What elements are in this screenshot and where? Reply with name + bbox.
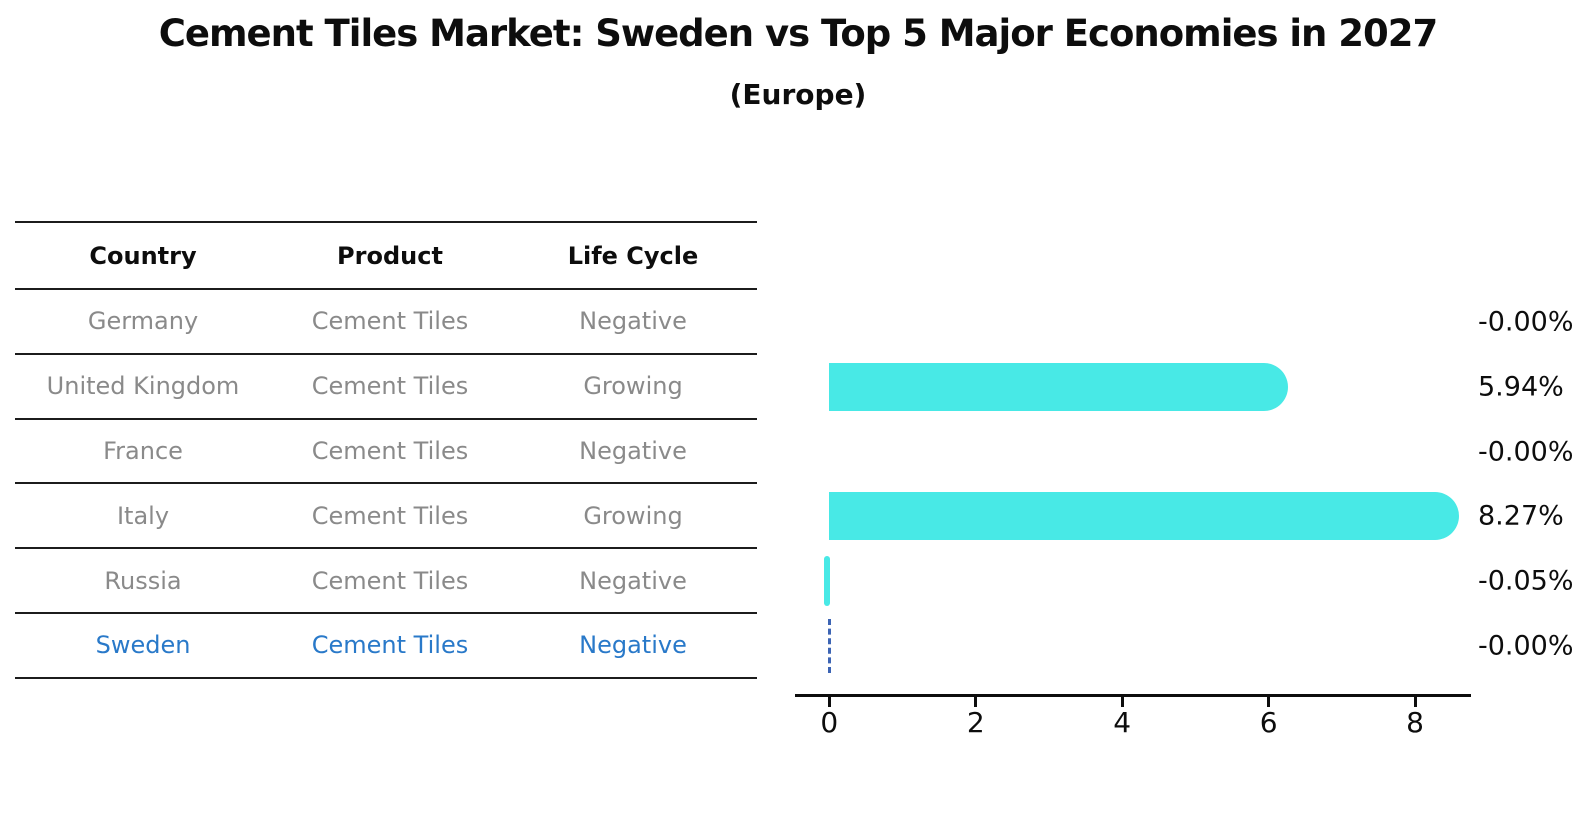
table-row: United Kingdom Cement Tiles Growing [15,355,757,420]
cell-country: Sweden [95,631,191,660]
value-label-russia: -0.05% [1478,565,1574,597]
cell-country: Germany [87,307,199,336]
value-label-united-kingdom: 5.94% [1478,371,1564,403]
table-row: Sweden Cement Tiles Negative [15,614,757,679]
table-header-row: Country Product Life Cycle [15,223,757,290]
cell-life-cycle: Growing [583,501,683,530]
x-axis-tick-label: 6 [1259,706,1278,739]
table-row: Germany Cement Tiles Negative [15,290,757,355]
table-row: Russia Cement Tiles Negative [15,549,757,614]
cell-life-cycle: Negative [579,307,687,336]
x-axis-tick-label: 2 [966,706,985,739]
x-axis-tick [974,697,978,707]
cell-product: Cement Tiles [311,501,469,530]
bar-united-kingdom [829,363,1289,411]
value-label-france: -0.00% [1478,436,1574,468]
cell-country: Italy [116,501,170,530]
x-axis-line [795,694,1471,697]
cell-life-cycle: Negative [579,631,687,660]
table-row: Italy Cement Tiles Growing [15,484,757,550]
cell-country: Russia [104,566,182,595]
column-header-life-cycle: Life Cycle [567,241,699,270]
cell-life-cycle: Negative [579,436,687,465]
x-axis-tick [1413,697,1417,707]
x-axis-tick-label: 8 [1406,706,1424,739]
chart-title: Cement Tiles Market: Sweden vs Top 5 Maj… [158,12,1439,55]
bar-italy [829,492,1459,541]
x-axis-tick-label: 4 [1113,706,1132,739]
cell-product: Cement Tiles [311,631,469,660]
cell-product: Cement Tiles [311,372,469,401]
countries-table: Country Product Life Cycle Germany Cement… [15,221,757,679]
x-axis-tick [827,697,831,707]
table-body: Germany Cement Tiles Negative United Kingdo… [15,290,757,679]
column-header-product: Product [337,241,443,270]
x-axis-tick [1267,697,1271,707]
cell-product: Cement Tiles [311,566,469,595]
bar-russia [824,556,830,606]
bar-sweden-dashed-marker [827,618,831,673]
cell-country: France [103,436,183,465]
column-header-country: Country [89,241,197,270]
cell-life-cycle: Growing [583,372,683,401]
value-label-germany: -0.00% [1478,306,1574,338]
cell-country: United Kingdom [46,372,240,401]
chart-subtitle: (Europe) [729,78,867,111]
value-label-sweden: -0.00% [1478,630,1574,662]
cell-product: Cement Tiles [311,436,469,465]
table-row: France Cement Tiles Negative [15,420,757,485]
value-label-italy: 8.27% [1478,500,1564,532]
cell-product: Cement Tiles [311,307,469,336]
x-axis-tick [1120,697,1124,707]
cell-life-cycle: Negative [579,566,687,595]
x-axis-tick-label: 0 [820,706,839,739]
